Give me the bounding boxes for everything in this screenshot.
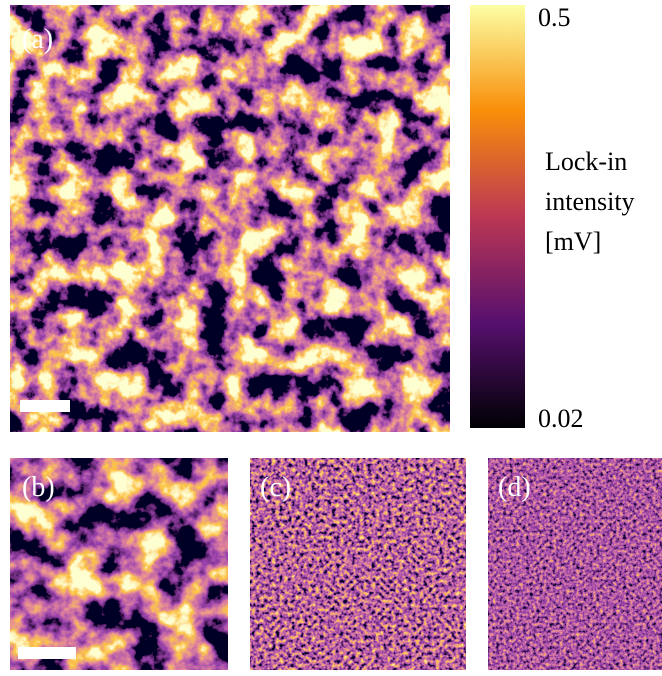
colorbar-label: Lock-in bbox=[545, 147, 627, 176]
colorbar-min: 0.02 bbox=[538, 404, 584, 433]
image-a bbox=[10, 5, 450, 432]
panel-label: (d) bbox=[498, 472, 531, 503]
colorbar-label: intensity bbox=[545, 187, 635, 216]
panel-label: (a) bbox=[22, 24, 53, 55]
panel-label: (c) bbox=[260, 472, 291, 503]
figure: (a) 0.5 0.02 Lock-in intensity [mV] (b) … bbox=[0, 0, 662, 676]
colorbar-label: [mV] bbox=[545, 227, 601, 256]
panel-label: (b) bbox=[22, 472, 55, 503]
colorbar-max: 0.5 bbox=[538, 3, 571, 32]
colorbar bbox=[470, 5, 525, 428]
scale-bar bbox=[20, 400, 70, 412]
scale-bar bbox=[18, 647, 76, 659]
